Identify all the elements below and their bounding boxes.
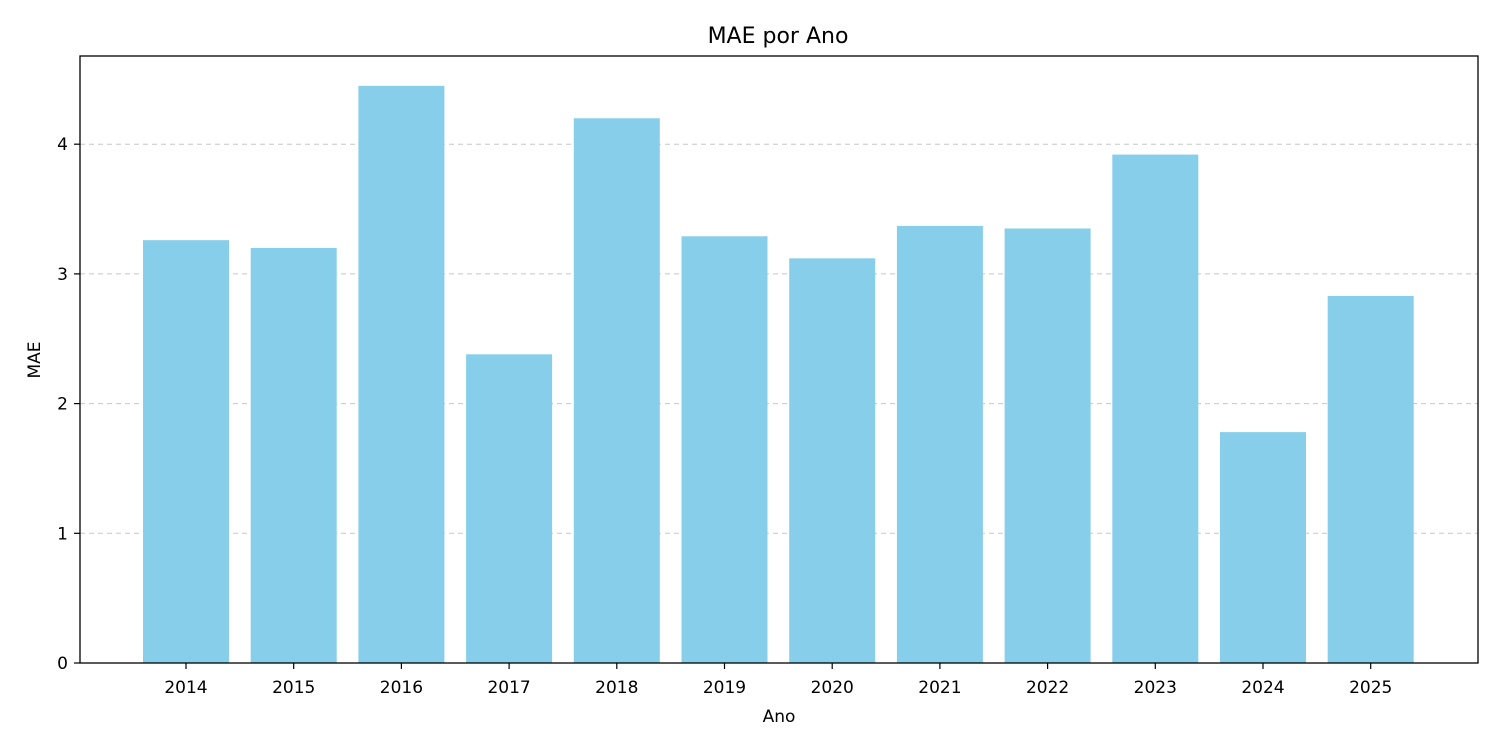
x-axis-ticks: 2014 2015 2016 2017 2018 2019 2020 2021 2022 2023…	[164, 663, 1392, 698]
bar-2019	[681, 236, 768, 664]
x-tick-label: 2016	[380, 678, 423, 698]
chart-title: MAE por Ano	[708, 24, 849, 49]
x-tick-label: 2020	[811, 678, 854, 698]
bar-2022	[1004, 228, 1091, 663]
y-axis-ticks: 0 1 2 3 4	[57, 135, 80, 674]
y-tick-label: 3	[57, 265, 68, 285]
y-tick-label: 2	[57, 395, 68, 415]
x-tick-label: 2024	[1241, 678, 1284, 698]
x-tick-label: 2023	[1134, 678, 1177, 698]
x-tick-label: 2018	[595, 678, 638, 698]
bar-2020	[789, 258, 876, 663]
bar-2015	[250, 247, 337, 663]
y-axis-label: MAE	[25, 341, 45, 378]
x-tick-label: 2017	[487, 678, 530, 698]
x-tick-label: 2015	[272, 678, 315, 698]
bar-2017	[466, 354, 553, 663]
x-tick-label: 2014	[164, 678, 207, 698]
bar-2025	[1327, 295, 1414, 663]
x-tick-label: 2025	[1349, 678, 1392, 698]
bar-2023	[1112, 154, 1199, 664]
x-axis-label: Ano	[763, 707, 796, 727]
bar-2014	[143, 240, 229, 663]
bar-2016	[358, 85, 445, 664]
y-tick-label: 0	[57, 654, 68, 674]
bar-2021	[896, 225, 983, 663]
x-tick-label: 2022	[1026, 678, 1069, 698]
x-tick-label: 2019	[703, 678, 746, 698]
y-tick-label: 4	[57, 135, 68, 155]
y-tick-label: 1	[57, 524, 68, 544]
x-tick-label: 2021	[918, 678, 961, 698]
bars	[143, 85, 1414, 664]
plot-frame	[79, 55, 1479, 664]
bar-2018	[573, 118, 660, 663]
bar-2024	[1220, 432, 1306, 663]
